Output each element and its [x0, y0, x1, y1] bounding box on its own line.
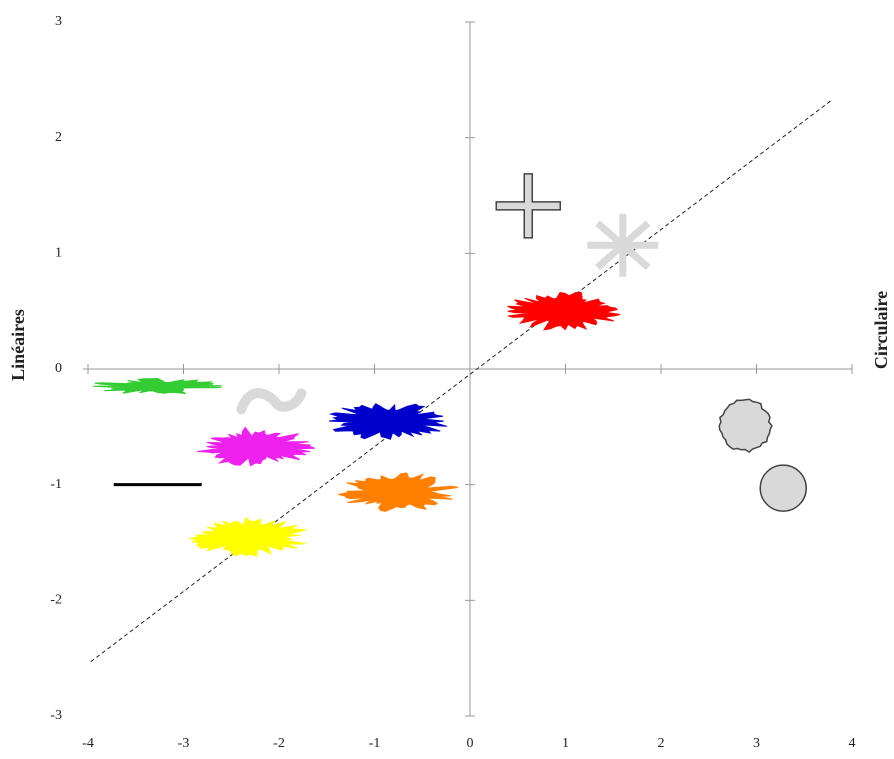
thin-blob-shape	[92, 377, 222, 395]
circle-shape	[759, 464, 807, 512]
blob-shape	[328, 403, 448, 440]
asterisk-shape	[587, 213, 659, 277]
x-tick-label: 0	[467, 736, 474, 751]
blob-shape	[196, 426, 316, 467]
x-tick-label: -2	[273, 736, 285, 751]
x-tick-label: -4	[82, 736, 94, 751]
blob-shape	[189, 516, 307, 558]
x-tick-label: 1	[562, 736, 569, 751]
y2-axis-label: Circulaire	[871, 291, 891, 369]
y-tick-label: 2	[55, 130, 62, 145]
x-tick-label: 2	[658, 736, 665, 751]
y-tick-label: 1	[55, 246, 62, 261]
y-tick-label: -1	[50, 477, 62, 492]
blob-shape	[338, 472, 459, 512]
y-tick-label: 3	[55, 14, 62, 29]
trend-line	[90, 100, 832, 663]
x-tick-label: 3	[753, 736, 760, 751]
y-tick-label: 0	[55, 361, 62, 376]
x-tick-label: -1	[369, 736, 381, 751]
x-tick-label: -3	[178, 736, 190, 751]
blob-shape	[507, 291, 621, 331]
x-tick-label: 4	[849, 736, 856, 751]
tilde-shape	[236, 388, 307, 415]
gear-shape	[718, 398, 773, 454]
y-tick-label: -2	[50, 593, 62, 608]
y-axis-label: Linéaires	[8, 309, 28, 381]
y-tick-label: -3	[50, 708, 62, 723]
cross-shape	[495, 173, 562, 239]
